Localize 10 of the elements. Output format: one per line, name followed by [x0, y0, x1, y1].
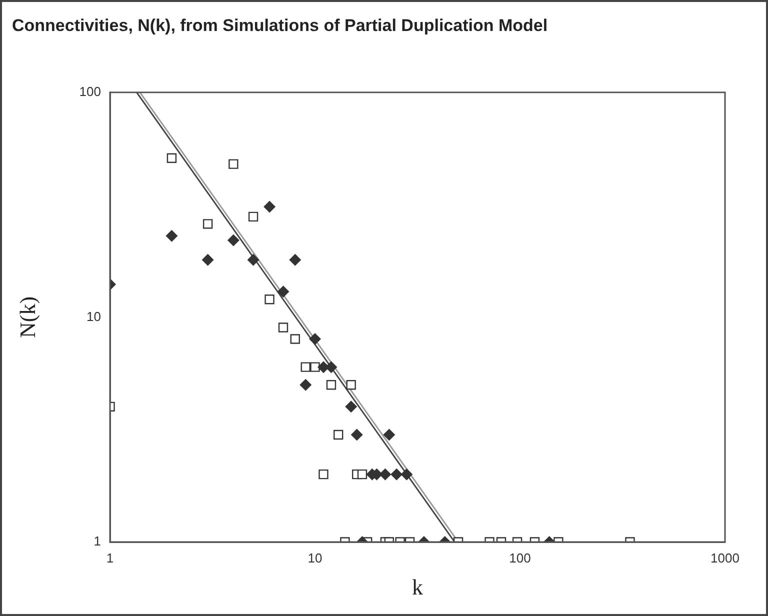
- y-tick-label: 100: [79, 84, 101, 99]
- x-axis-title: k: [412, 574, 423, 600]
- y-axis-title: N(k): [14, 296, 40, 338]
- x-tick-label: 100: [509, 550, 531, 566]
- y-tick-label: 10: [86, 308, 101, 324]
- x-tick-label: 1000: [710, 550, 740, 566]
- x-tick-label: 1: [106, 550, 114, 566]
- x-tick-label: 10: [308, 550, 322, 566]
- y-tick-label: 1: [94, 534, 101, 549]
- chart-title: Connectivities, N(k), from Simulations of Partial Duplication Model: [12, 16, 548, 35]
